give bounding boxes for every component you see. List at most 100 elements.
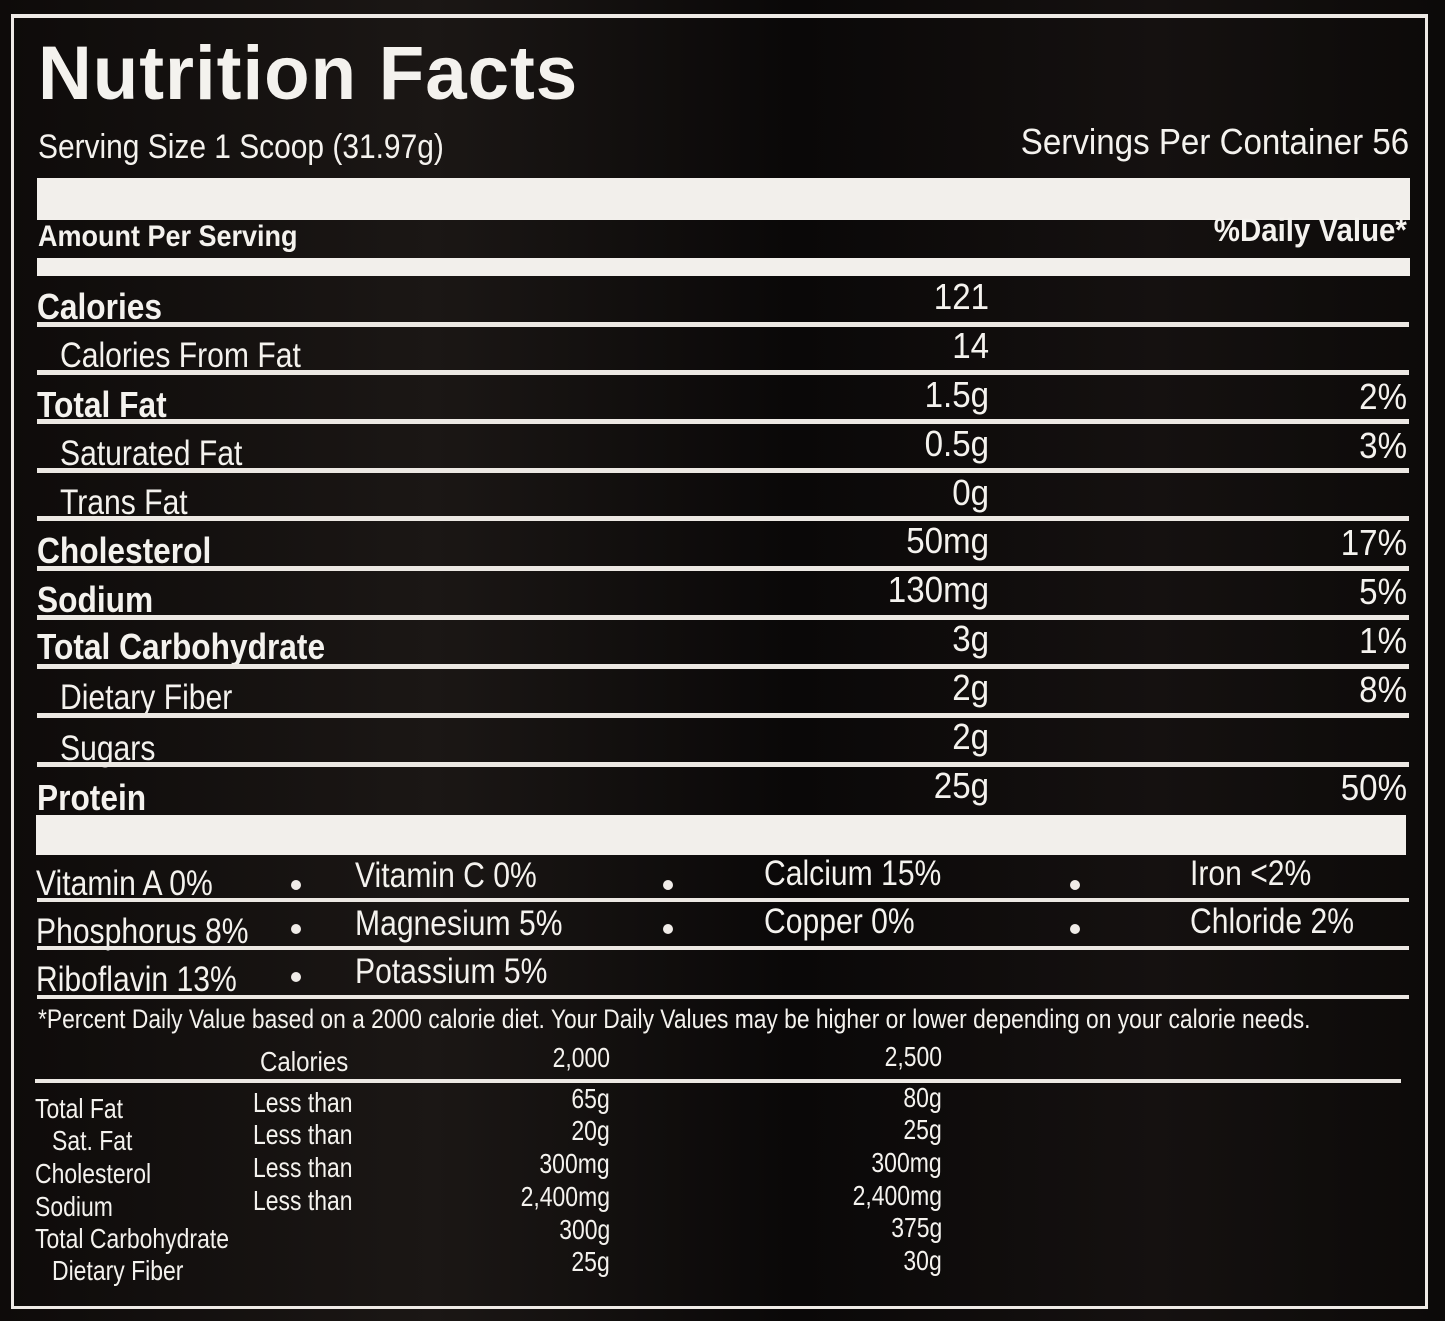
vitamin-item: Magnesium 5% <box>355 904 563 943</box>
bullet-icon <box>1070 880 1080 890</box>
bullet-icon <box>663 924 673 934</box>
nutrient-name: Dietary Fiber <box>60 678 233 717</box>
nutrient-name: Trans Fat <box>60 483 188 522</box>
vitamin-item: Vitamin C 0% <box>355 856 537 895</box>
ref-calories-label: Calories <box>260 1046 349 1077</box>
row-divider <box>37 762 1409 767</box>
nutrient-name: Saturated Fat <box>60 434 243 473</box>
ref-value-2000: 300g <box>558 1214 610 1245</box>
nutrient-name: Sodium <box>37 579 154 620</box>
nutrient-name: Calories <box>37 286 163 327</box>
ref-value-2500: 25g <box>903 1114 942 1145</box>
nutrient-row-total-fat: Total Fat 1.5g 2% <box>0 377 1445 425</box>
bullet-icon <box>291 924 301 934</box>
nutrient-row-calories: Calories 121 <box>0 279 1445 327</box>
nutrient-row-calories-from-fat: Calories From Fat 14 <box>0 328 1445 376</box>
ref-value-2500: 30g <box>903 1245 942 1276</box>
nutrient-amount: 1.5g <box>924 374 989 415</box>
ref-value-2000: 300mg <box>539 1148 610 1179</box>
bullet-icon <box>1070 924 1080 934</box>
nutrient-name: Calories From Fat <box>60 336 301 375</box>
row-divider <box>37 713 1409 718</box>
serving-size: Serving Size 1 Scoop (31.97g) <box>38 128 444 166</box>
nutrient-name: Protein <box>37 777 147 818</box>
row-divider <box>37 516 1409 521</box>
daily-value-footnote: *Percent Daily Value based on a 2000 cal… <box>38 1004 1311 1034</box>
nutrient-dv: 3% <box>1359 425 1407 466</box>
vitamin-row-2: Phosphorus 8% Magnesium 5% Copper 0% Chl… <box>0 902 1445 954</box>
nutrient-name: Sugars <box>60 729 156 768</box>
row-divider <box>37 322 1409 327</box>
nutrient-row-cholesterol: Cholesterol 50mg 17% <box>0 523 1445 571</box>
vitamin-item: Potassium 5% <box>355 952 548 991</box>
vitamin-item: Riboflavin 13% <box>36 960 237 999</box>
nutrient-dv: 2% <box>1359 376 1407 417</box>
nutrient-amount: 3g <box>952 618 989 659</box>
ref-qualifier: Less than <box>253 1185 353 1216</box>
nutrient-name: Total Carbohydrate <box>37 626 326 667</box>
row-divider <box>37 566 1409 571</box>
bullet-icon <box>291 972 301 982</box>
ref-qualifier: Less than <box>253 1152 353 1183</box>
nutrient-dv: 50% <box>1340 767 1407 808</box>
row-divider <box>37 898 1409 902</box>
nutrient-dv: 17% <box>1340 522 1407 563</box>
nutrient-dv: 8% <box>1359 669 1407 710</box>
nutrient-amount: 14 <box>952 325 989 366</box>
bullet-icon <box>291 880 301 890</box>
bullet-icon <box>663 880 673 890</box>
ref-value-2000: 65g <box>571 1083 610 1114</box>
vitamin-item: Calcium 15% <box>764 854 942 893</box>
ref-nutrient: Total Carbohydrate <box>35 1223 229 1254</box>
nutrient-amount: 50mg <box>906 520 989 561</box>
row-divider <box>37 419 1409 424</box>
nutrient-amount: 25g <box>933 765 989 806</box>
nutrient-row-saturated-fat: Saturated Fat 0.5g 3% <box>0 426 1445 474</box>
ref-value-2500: 375g <box>890 1212 942 1243</box>
ref-value-2500: 300mg <box>871 1147 942 1178</box>
ref-nutrient: Dietary Fiber <box>52 1255 184 1286</box>
nutrient-amount: 0g <box>952 472 989 513</box>
ref-nutrient: Cholesterol <box>35 1158 152 1189</box>
nutrient-amount: 2g <box>952 716 989 757</box>
nutrient-amount: 130mg <box>887 569 989 610</box>
ref-value-2000: 2,400mg <box>520 1181 610 1212</box>
ref-nutrient: Sat. Fat <box>52 1125 133 1156</box>
ref-col-2000: 2,000 <box>552 1042 610 1073</box>
thick-divider-top <box>37 178 1410 220</box>
nutrient-row-sodium: Sodium 130mg 5% <box>0 572 1445 620</box>
nutrient-name: Cholesterol <box>37 530 212 571</box>
ref-qualifier: Less than <box>253 1087 353 1118</box>
nutrient-row-protein: Protein 25g 50% <box>0 768 1445 816</box>
nutrient-row-total-carbohydrate: Total Carbohydrate 3g 1% <box>0 621 1445 669</box>
ref-value-2500: 2,400mg <box>852 1180 942 1211</box>
label-title: Nutrition Facts <box>38 31 579 116</box>
row-divider <box>37 468 1409 473</box>
vitamin-item: Copper 0% <box>764 902 915 941</box>
vitamin-item: Phosphorus 8% <box>36 912 249 951</box>
nutrient-row-dietary-fiber: Dietary Fiber 2g 8% <box>0 670 1445 718</box>
nutrient-amount: 0.5g <box>924 423 989 464</box>
vitamin-row-1: Vitamin A 0% Vitamin C 0% Calcium 15% Ir… <box>0 854 1445 906</box>
nutrient-row-trans-fat: Trans Fat 0g <box>0 475 1445 523</box>
amount-per-serving-header: Amount Per Serving <box>38 220 298 253</box>
row-divider <box>37 946 1409 950</box>
ref-divider <box>35 1079 1401 1083</box>
nutrient-amount: 121 <box>933 276 989 317</box>
vitamin-item: Vitamin A 0% <box>36 864 213 903</box>
row-divider <box>37 664 1409 669</box>
servings-per-container: Servings Per Container 56 <box>1020 121 1409 162</box>
ref-col-2500: 2,500 <box>884 1041 942 1072</box>
row-divider <box>37 995 1409 999</box>
label-border <box>11 14 1428 1309</box>
vitamin-item: Chloride 2% <box>1190 902 1354 941</box>
ref-value-2000: 25g <box>571 1246 610 1277</box>
ref-nutrient: Total Fat <box>35 1093 124 1124</box>
ref-value-2000: 20g <box>571 1115 610 1146</box>
ref-value-2500: 80g <box>903 1082 942 1113</box>
vitamin-row-3: Riboflavin 13% Potassium 5% <box>0 954 1445 1002</box>
nutrient-amount: 2g <box>952 667 989 708</box>
nutrient-row-sugars: Sugars 2g <box>0 719 1445 767</box>
medium-divider <box>37 258 1410 276</box>
